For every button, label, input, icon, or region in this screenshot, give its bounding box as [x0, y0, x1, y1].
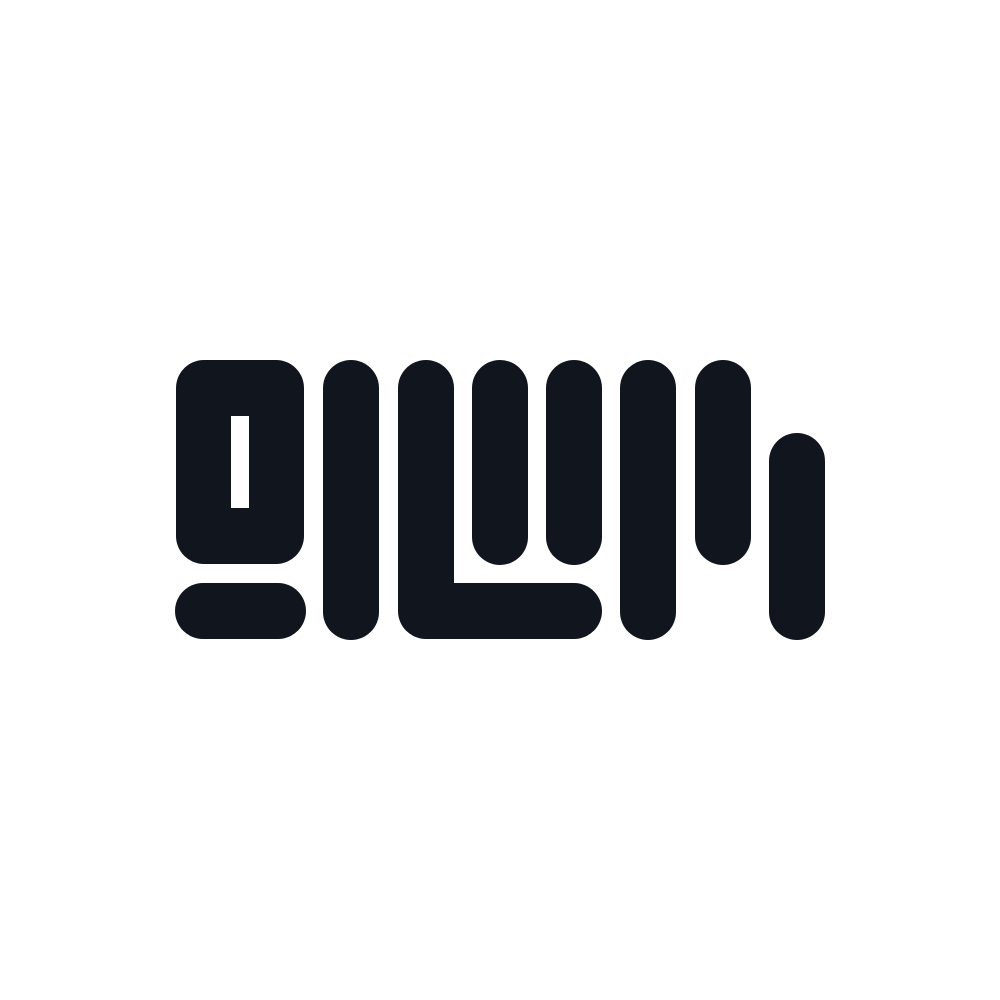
logo-vertical-stroke-6 [769, 433, 825, 640]
logo-vertical-stroke-5 [695, 360, 751, 565]
logo-circle-block [176, 360, 304, 564]
logo-vertical-stroke-1 [323, 360, 379, 640]
logo-vertical-stroke-2 [472, 360, 528, 565]
logo-bottom-bar [175, 583, 306, 639]
logo-vertical-stroke-4 [620, 360, 676, 640]
logo-vertical-stroke-3 [546, 360, 602, 565]
